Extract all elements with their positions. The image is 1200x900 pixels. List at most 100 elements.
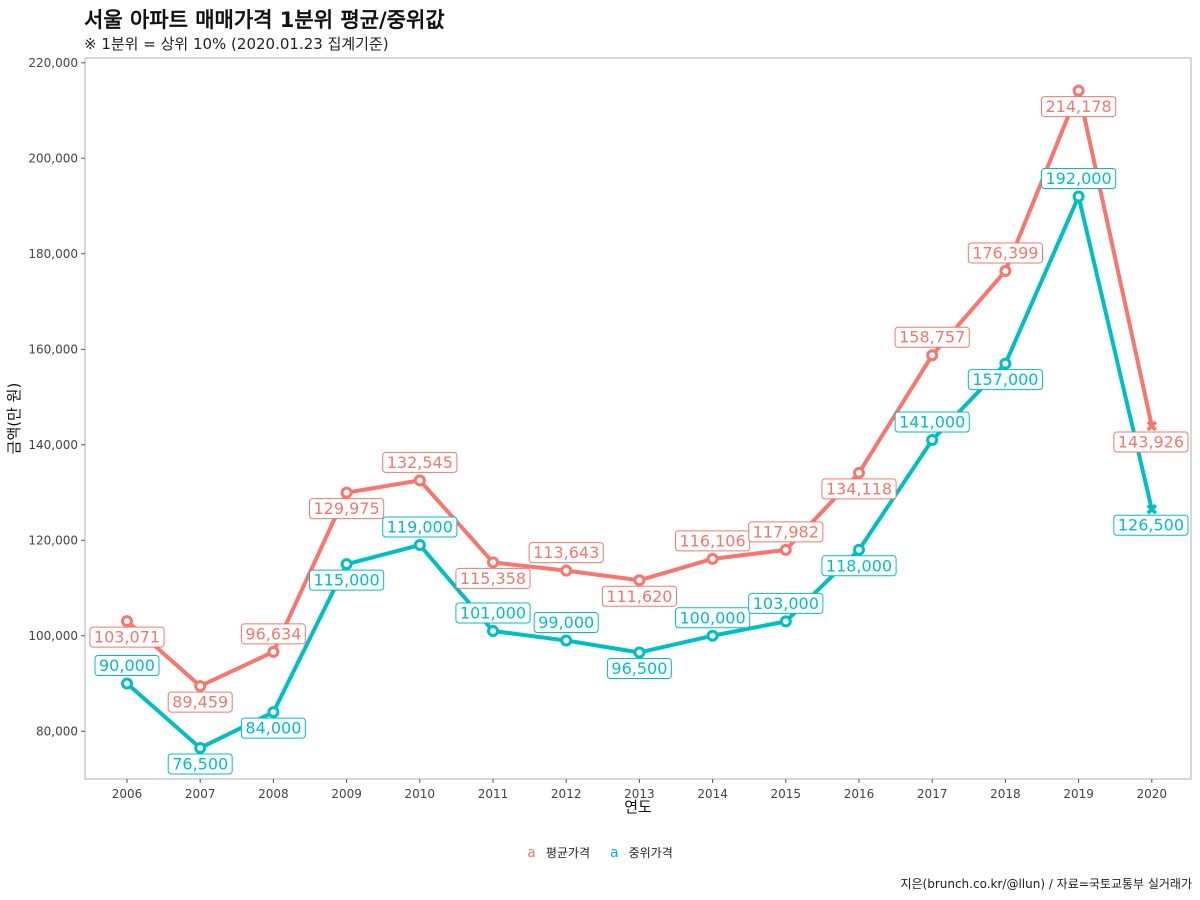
y-tick-label: 220,000 xyxy=(28,56,78,70)
y-tick-label: 100,000 xyxy=(28,629,78,643)
data-label: 115,358 xyxy=(455,567,531,589)
data-label-text: 214,178 xyxy=(1046,97,1112,116)
data-label-text: 119,000 xyxy=(387,518,453,537)
data-label-box xyxy=(89,626,165,648)
data-label: 134,118 xyxy=(821,478,897,500)
data-label-text: 89,459 xyxy=(172,693,228,712)
data-point xyxy=(853,543,865,556)
x-tick-label: 2020 xyxy=(1137,787,1168,801)
data-label-box xyxy=(967,369,1043,391)
labels-layer: 103,071 89,459 96,634 129,975 132,545 115,358… xyxy=(89,96,1189,775)
data-label-box xyxy=(167,753,233,775)
data-label-box xyxy=(821,478,897,500)
data-label: 113,643 xyxy=(528,542,604,564)
data-label: 76,500 xyxy=(167,753,233,775)
data-label: 117,982 xyxy=(748,521,824,543)
data-label: 192,000 xyxy=(1041,167,1117,189)
data-point xyxy=(633,574,646,587)
data-label: 119,000 xyxy=(382,516,458,538)
data-label: 116,106 xyxy=(675,530,751,552)
data-label-box xyxy=(1041,167,1117,189)
data-label-text: 111,620 xyxy=(606,587,672,606)
data-label-text: 192,000 xyxy=(1046,169,1112,188)
y-tick-label: 140,000 xyxy=(28,438,78,452)
data-label-text: 176,399 xyxy=(972,243,1038,262)
data-point xyxy=(926,433,939,446)
data-label: 158,757 xyxy=(894,326,970,348)
data-point xyxy=(999,264,1012,277)
x-tick-label: 2014 xyxy=(697,787,728,801)
data-label-text: 90,000 xyxy=(99,656,155,675)
chart-subtitle: ※ 1분위 = 상위 10% (2020.01.23 집계기준) xyxy=(84,35,389,53)
data-label-box xyxy=(94,655,160,677)
axes-layer: 80,000 100,000 120,000 140,000 160,000 180,00… xyxy=(5,56,1192,816)
data-label-text: 115,000 xyxy=(314,571,380,590)
data-label-box xyxy=(601,585,677,607)
data-label-box xyxy=(528,542,604,564)
data-point xyxy=(853,466,865,479)
data-label: 103,071 xyxy=(89,626,165,648)
data-point xyxy=(560,564,573,577)
data-label: 96,500 xyxy=(606,657,672,679)
data-point xyxy=(706,552,719,565)
data-label: 132,545 xyxy=(382,451,458,473)
legend-key-mean: a xyxy=(527,844,536,861)
data-label-box xyxy=(1113,431,1189,453)
data-label-box xyxy=(894,326,970,348)
data-label-box xyxy=(606,657,672,679)
data-label-text: 101,000 xyxy=(460,603,526,622)
data-label: 84,000 xyxy=(240,717,306,739)
y-tick-label: 180,000 xyxy=(28,247,78,261)
x-tick-label: 2018 xyxy=(990,787,1021,801)
chart-title: 서울 아파트 매매가격 1분위 평균/중위값 xyxy=(84,8,445,32)
x-tick-label: 2008 xyxy=(258,787,289,801)
data-label-text: 141,000 xyxy=(899,412,965,431)
data-label-text: 76,500 xyxy=(172,754,228,773)
data-label: 115,000 xyxy=(309,569,385,591)
legend-label-median: 중위가격 xyxy=(628,846,673,860)
data-label-text: 118,000 xyxy=(826,556,892,575)
x-tick-label: 2009 xyxy=(331,787,362,801)
data-label: 118,000 xyxy=(821,555,897,577)
data-point xyxy=(633,646,646,659)
data-point xyxy=(340,486,353,499)
data-label-text: 99,000 xyxy=(538,613,594,632)
data-label-text: 103,071 xyxy=(94,628,160,647)
points-layer xyxy=(121,84,1158,754)
data-label-box xyxy=(1041,96,1117,118)
data-label-box xyxy=(894,411,970,433)
data-label-box xyxy=(382,451,458,473)
data-point xyxy=(194,741,207,754)
data-label-text: 96,500 xyxy=(611,659,667,678)
x-tick-label: 2013 xyxy=(624,787,655,801)
data-point xyxy=(1072,84,1085,97)
data-point xyxy=(999,357,1012,370)
data-label-text: 143,926 xyxy=(1118,433,1184,452)
data-label: 157,000 xyxy=(967,369,1043,391)
data-label: 176,399 xyxy=(967,242,1043,264)
data-label-box xyxy=(748,592,824,614)
data-label-box xyxy=(309,569,385,591)
data-label-box xyxy=(1113,514,1189,536)
data-point xyxy=(926,349,939,362)
x-axis-title: 연도 xyxy=(624,798,652,816)
data-label-text: 116,106 xyxy=(680,531,746,550)
point-cross-b xyxy=(1146,420,1158,432)
data-label-box xyxy=(240,623,306,645)
data-label-text: 158,757 xyxy=(899,328,965,347)
y-tick-label: 120,000 xyxy=(28,533,78,547)
data-point-x xyxy=(1146,420,1158,432)
data-label: 111,620 xyxy=(601,585,677,607)
data-label-box xyxy=(309,498,385,520)
data-point-x xyxy=(1146,503,1158,515)
data-point xyxy=(267,706,280,719)
data-label-box xyxy=(455,567,531,589)
y-tick-label: 200,000 xyxy=(28,151,78,165)
data-label-box xyxy=(382,516,458,538)
data-label-text: 134,118 xyxy=(826,479,892,498)
data-point xyxy=(194,680,207,693)
data-label-text: 84,000 xyxy=(245,719,301,738)
caption: 지은(brunch.co.kr/@llun) / 자료=국토교통부 실거래가 xyxy=(900,877,1192,891)
